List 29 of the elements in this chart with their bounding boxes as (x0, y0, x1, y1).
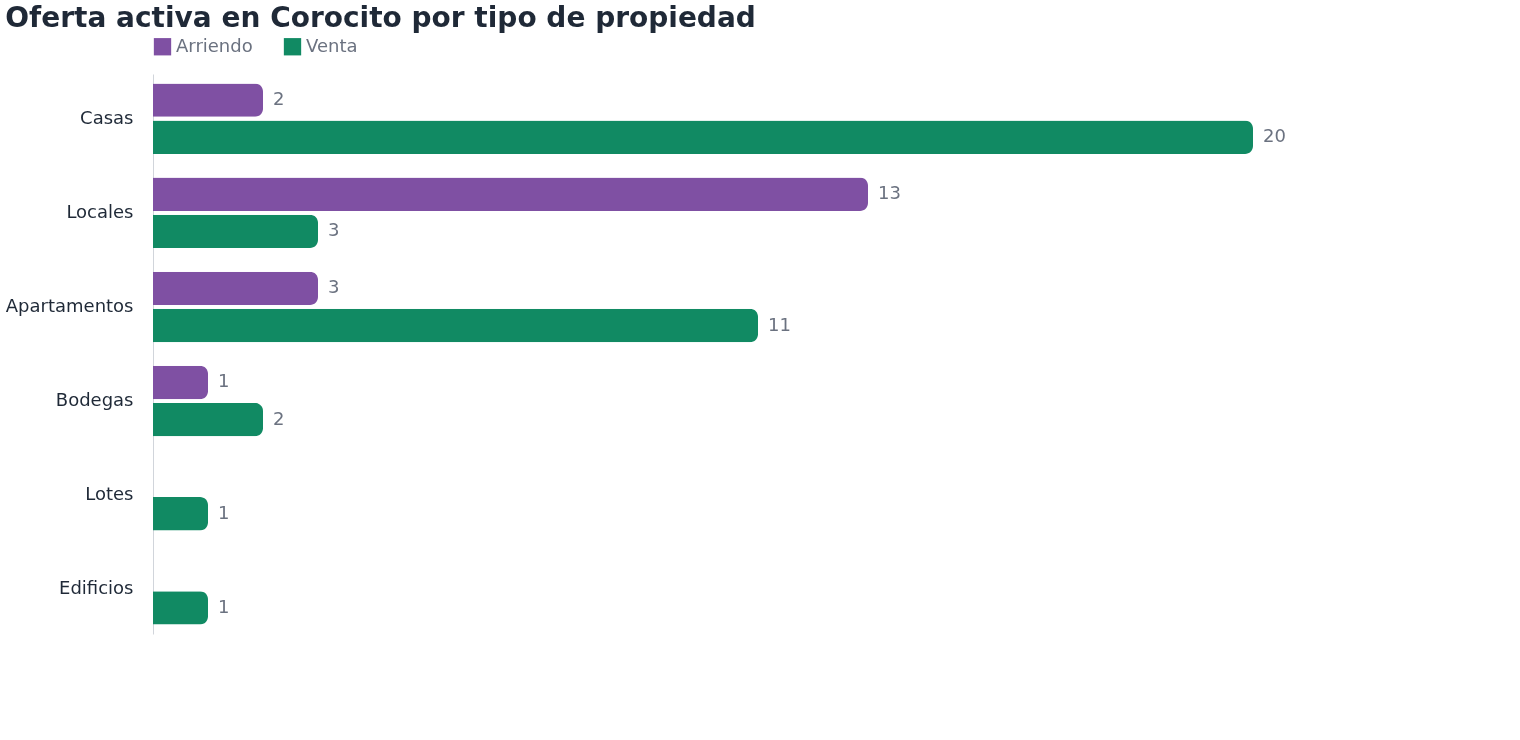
y-tick-label: Casas (80, 106, 134, 128)
bar (153, 177, 868, 211)
data-label: 13 (878, 182, 901, 204)
data-label: 2 (273, 88, 285, 110)
bar (153, 365, 208, 400)
legend-label: Arriendo (176, 34, 253, 56)
data-label: 11 (768, 313, 791, 335)
y-tick-label: Apartamentos (5, 294, 134, 316)
y-tick-label: Edificios (59, 577, 134, 599)
data-label: 1 (218, 501, 230, 523)
bar (153, 120, 1253, 154)
y-tick-label: Locales (66, 200, 134, 222)
y-tick-label: Lotes (85, 483, 134, 505)
bar (153, 497, 208, 531)
bar (153, 271, 318, 306)
bar (153, 83, 263, 117)
data-label: 3 (328, 276, 340, 298)
bar (153, 308, 758, 343)
data-label: 1 (218, 595, 230, 617)
legend-label: Venta (306, 34, 358, 56)
data-label: 1 (218, 370, 230, 392)
bar (153, 591, 208, 625)
bar (153, 402, 263, 437)
y-tick-label: Bodegas (55, 389, 134, 411)
data-label: 2 (273, 407, 285, 429)
chart-title: Oferta activa en Corocito por tipo de propiedad (5, 1, 756, 34)
data-label: 20 (1263, 125, 1286, 147)
bar (153, 214, 318, 249)
data-label: 3 (328, 219, 340, 241)
